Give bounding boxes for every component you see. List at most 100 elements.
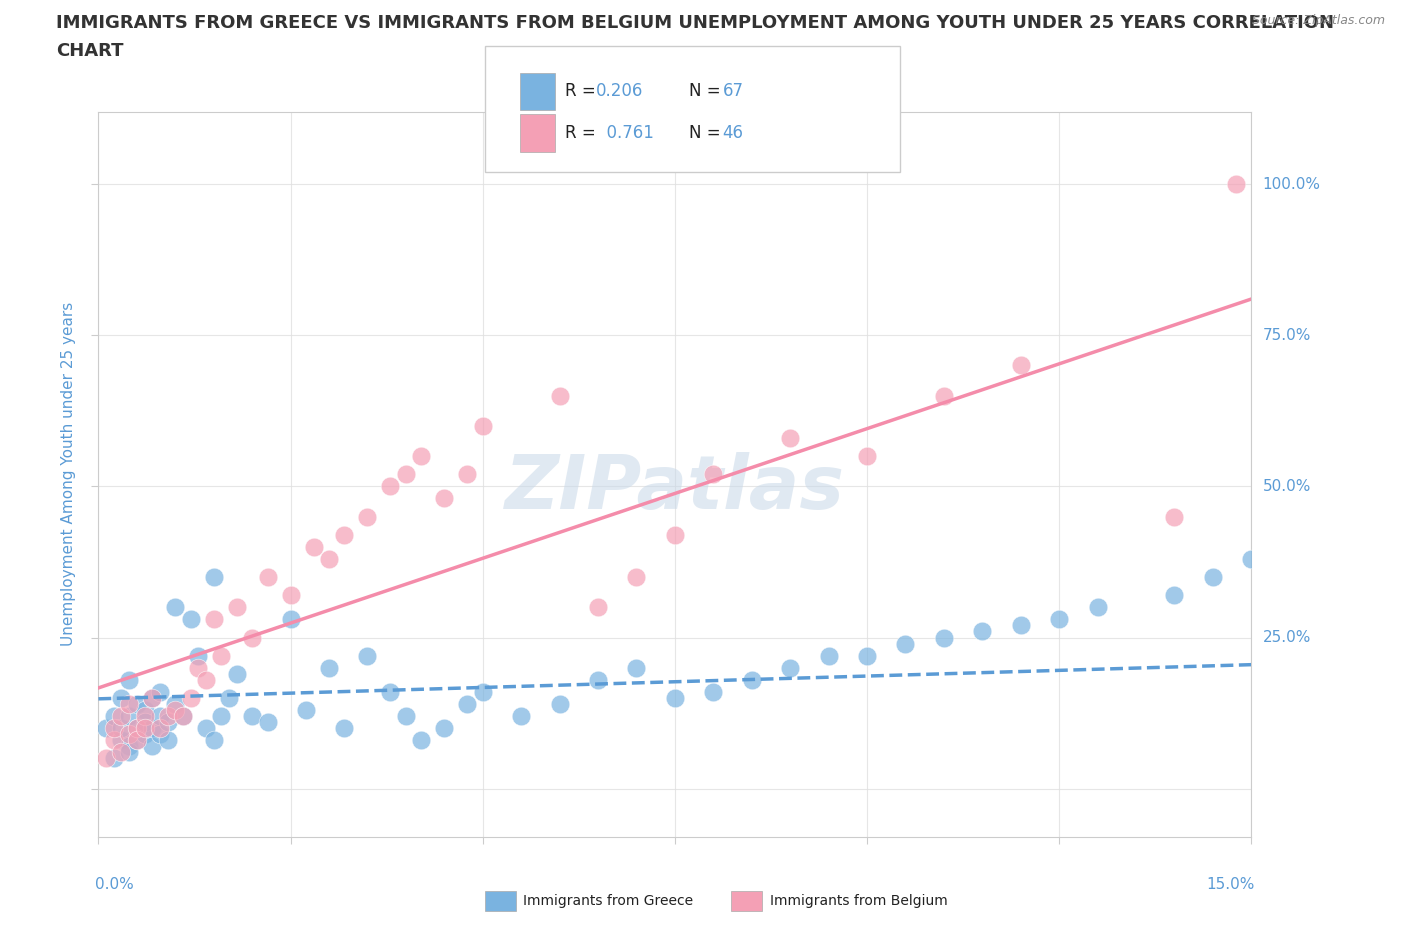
Point (110, 709, 132, 724)
Point (256, 715, 278, 730)
Point (165, 703, 187, 718)
Point (187, 648, 209, 663)
Point (125, 721, 148, 736)
Point (395, 709, 418, 724)
Text: R =: R = (565, 124, 602, 142)
Point (356, 510, 378, 525)
Point (125, 733, 148, 748)
Point (195, 721, 218, 736)
Point (302, 539, 325, 554)
Point (548, 389, 571, 404)
Point (165, 600, 187, 615)
Point (411, 449, 433, 464)
Text: 75.0%: 75.0% (1263, 327, 1310, 343)
Text: N =: N = (689, 82, 725, 100)
Point (456, 697, 478, 711)
Point (1010, 618, 1032, 633)
Text: IMMIGRANTS FROM GREECE VS IMMIGRANTS FROM BELGIUM UNEMPLOYMENT AMONG YOUTH UNDER: IMMIGRANTS FROM GREECE VS IMMIGRANTS FRO… (56, 14, 1334, 32)
Point (202, 733, 225, 748)
Point (125, 697, 148, 711)
Point (1202, 570, 1225, 585)
Point (932, 631, 955, 645)
Point (240, 709, 263, 724)
Point (103, 709, 125, 724)
Point (932, 389, 955, 404)
Point (209, 648, 232, 663)
Point (134, 709, 156, 724)
Point (510, 709, 533, 724)
Point (779, 660, 801, 675)
Point (156, 733, 179, 748)
Point (172, 709, 194, 724)
Point (141, 738, 163, 753)
Point (702, 684, 724, 699)
Point (664, 527, 686, 542)
Point (779, 431, 801, 445)
Point (134, 727, 156, 742)
Point (471, 684, 494, 699)
Text: R =: R = (565, 82, 602, 100)
Point (202, 612, 225, 627)
Point (856, 648, 879, 663)
Text: N =: N = (689, 124, 725, 142)
Point (256, 570, 278, 585)
Text: 0.0%: 0.0% (96, 877, 134, 892)
Text: Immigrants from Belgium: Immigrants from Belgium (770, 894, 948, 909)
Point (118, 709, 141, 724)
Point (218, 691, 240, 706)
Text: 67: 67 (723, 82, 744, 100)
Point (156, 715, 179, 730)
Point (972, 624, 994, 639)
Point (1087, 600, 1109, 615)
Point (380, 479, 402, 494)
Point (1225, 177, 1247, 192)
Point (125, 721, 148, 736)
Point (172, 709, 194, 724)
Point (187, 660, 209, 675)
Point (141, 691, 163, 706)
Point (118, 672, 141, 687)
Point (1163, 510, 1185, 525)
Point (110, 691, 132, 706)
Point (333, 527, 356, 542)
Point (433, 491, 456, 506)
Point (118, 745, 141, 760)
Point (118, 738, 141, 753)
Point (395, 467, 418, 482)
Point (141, 721, 163, 736)
Point (380, 684, 402, 699)
Point (156, 709, 179, 724)
Point (1240, 551, 1263, 566)
Point (180, 691, 202, 706)
Point (433, 721, 456, 736)
Point (894, 636, 917, 651)
Point (626, 570, 648, 585)
Point (225, 600, 247, 615)
Text: 25.0%: 25.0% (1263, 630, 1310, 645)
Text: 0.761: 0.761 (596, 124, 654, 142)
Point (149, 721, 172, 736)
Point (318, 551, 340, 566)
Point (103, 721, 125, 736)
Point (1163, 588, 1185, 603)
Point (209, 709, 232, 724)
Point (118, 697, 141, 711)
Point (1010, 358, 1032, 373)
Point (149, 709, 172, 724)
Point (149, 727, 172, 742)
Point (411, 733, 433, 748)
Point (856, 449, 879, 464)
Point (295, 703, 318, 718)
Point (134, 721, 156, 736)
Point (817, 648, 839, 663)
Text: 0.206: 0.206 (596, 82, 644, 100)
Point (103, 733, 125, 748)
Point (356, 648, 378, 663)
Point (456, 467, 478, 482)
Point (195, 672, 218, 687)
Point (125, 733, 148, 748)
Text: Immigrants from Greece: Immigrants from Greece (523, 894, 693, 909)
Point (333, 721, 356, 736)
Text: ZIPatlas: ZIPatlas (505, 452, 845, 525)
Point (586, 672, 609, 687)
